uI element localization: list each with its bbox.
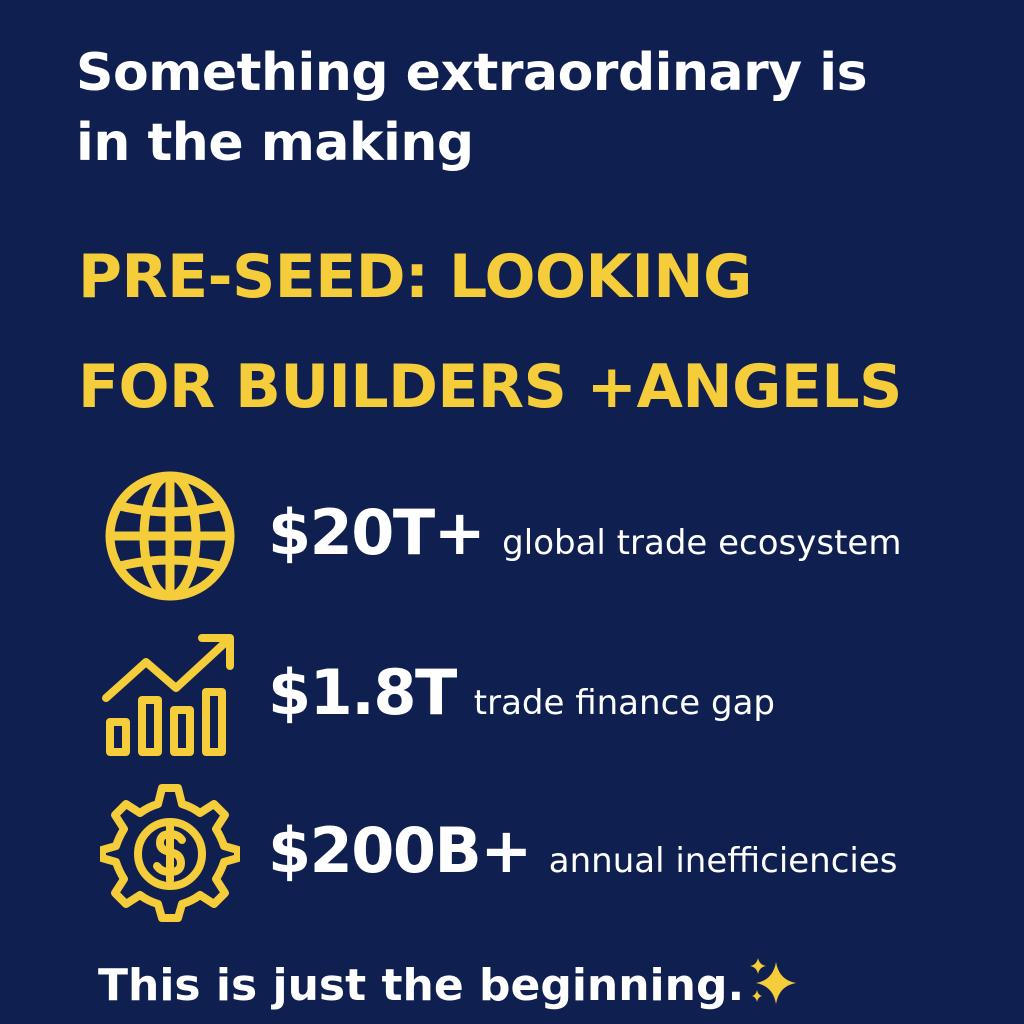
stat-trade-finance-gap: $1.8T trade finance gap	[100, 626, 1000, 766]
stat-description: trade finance gap	[473, 683, 775, 723]
stat-description: global trade ecosystem	[502, 523, 902, 563]
stat-global-trade: $20T+ global trade ecosystem	[100, 466, 1000, 606]
headline-line-1: Something extraordinary is	[76, 43, 868, 103]
headline: Something extraordinary is in the making	[76, 38, 976, 178]
dollar-gear-icon	[100, 784, 240, 924]
stat-value: $1.8T	[268, 656, 457, 729]
globe-icon	[100, 466, 240, 606]
sparkles-icon	[746, 956, 802, 1017]
subheadline-line-2: FOR BUILDERS +ANGELS	[78, 352, 902, 422]
stat-description: annual inefficiencies	[548, 841, 898, 881]
footer-text: This is just the beginning.	[98, 960, 745, 1011]
headline-line-2: in the making	[76, 113, 474, 173]
footer-tagline: This is just the beginning.	[98, 956, 802, 1017]
stat-annual-inefficiencies: $200B+ annual inefficiencies	[100, 784, 1000, 924]
subheadline-line-1: PRE-SEED: LOOKING	[78, 242, 752, 312]
subheadline: PRE-SEED: LOOKING FOR BUILDERS +ANGELS	[78, 222, 1008, 442]
growth-chart-icon	[100, 626, 240, 766]
stat-value: $20T+	[268, 496, 486, 569]
stat-value: $200B+	[268, 814, 532, 887]
